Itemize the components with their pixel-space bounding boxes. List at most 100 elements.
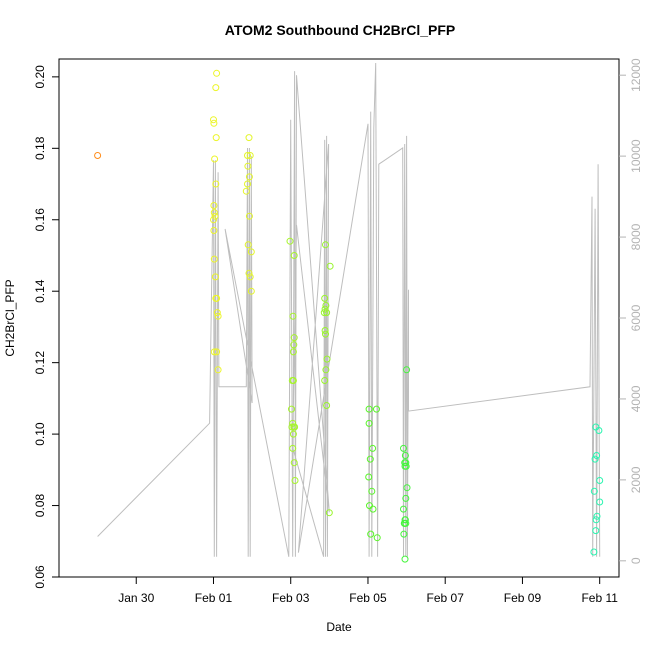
x-tick-label: Feb 11: [581, 591, 618, 605]
x-axis: Jan 30 Feb 01 Feb 03 Feb 05 Feb 07 Feb 09 Feb …: [118, 576, 618, 605]
data-point: [290, 341, 298, 349]
data-point: [210, 209, 218, 217]
data-point: [321, 377, 329, 384]
data-point: [323, 309, 331, 317]
data-point: [247, 248, 255, 256]
data-point: [366, 502, 373, 510]
data-point: [290, 459, 298, 467]
data-point: [320, 309, 328, 317]
data-point: [245, 173, 253, 181]
data-point: [365, 419, 373, 427]
data-point: [290, 334, 298, 342]
data-point: [213, 69, 221, 77]
data-point: [94, 152, 102, 159]
data-point: [210, 116, 217, 124]
y2-tick-label: 6000: [629, 304, 643, 331]
data-point: [210, 119, 218, 127]
data-point: [366, 455, 374, 463]
y-tick-label: 0.12: [33, 351, 47, 375]
data-point: [246, 152, 254, 159]
y2-tick-label: 0: [629, 557, 643, 564]
data-point: [323, 355, 331, 363]
x-axis-label: Date: [326, 620, 352, 634]
data-points-layer: [94, 69, 604, 563]
y-tick-label: 0.14: [33, 279, 47, 303]
data-point: [246, 273, 254, 281]
data-point: [321, 294, 329, 302]
y-tick-label: 0.20: [33, 65, 47, 89]
data-point: [401, 452, 409, 459]
data-point: [401, 555, 409, 563]
y-tick-label: 0.10: [33, 422, 47, 446]
data-point: [211, 212, 219, 220]
data-point: [322, 241, 329, 249]
data-point: [368, 487, 376, 495]
data-point: [365, 405, 373, 413]
data-point: [401, 516, 409, 524]
data-point: [593, 452, 601, 459]
data-point: [590, 487, 598, 495]
data-point: [289, 430, 297, 438]
data-point: [244, 241, 252, 249]
data-point: [369, 444, 377, 452]
data-point: [210, 202, 218, 209]
data-point: [212, 84, 220, 92]
data-point: [402, 459, 410, 467]
data-point: [290, 252, 298, 259]
data-point: [210, 216, 217, 224]
data-point: [212, 180, 220, 188]
data-point: [591, 455, 599, 463]
data-point: [402, 462, 410, 470]
data-point: [242, 187, 250, 195]
y2-tick-label: 4000: [629, 385, 643, 412]
data-point: [367, 530, 375, 538]
data-point: [592, 527, 600, 535]
data-point: [291, 423, 299, 431]
x-tick-label: Feb 01: [195, 591, 233, 605]
data-point: [245, 212, 253, 220]
data-point: [289, 377, 297, 384]
data-point: [214, 312, 222, 320]
y-axis-right: 0 2000 4000 6000 8000 10000 12000: [619, 58, 643, 564]
data-point: [326, 262, 334, 270]
data-point: [373, 405, 380, 413]
data-point: [211, 273, 219, 281]
data-point: [244, 180, 251, 188]
data-point: [210, 255, 218, 263]
data-point: [402, 519, 410, 527]
data-point: [212, 134, 220, 142]
data-point: [210, 227, 218, 234]
y2-tick-label: 12000: [629, 58, 643, 92]
data-point: [593, 512, 601, 520]
data-point: [400, 505, 407, 513]
data-point: [369, 505, 377, 513]
data-point: [245, 269, 253, 277]
x-tick-label: Feb 09: [504, 591, 542, 605]
data-point: [286, 237, 294, 245]
data-point: [592, 516, 600, 524]
y-axis-label: CH2BrCl_PFP: [3, 279, 17, 356]
data-point: [289, 312, 297, 320]
y-tick-label: 0.06: [33, 565, 47, 589]
data-point: [325, 509, 333, 517]
data-point: [322, 302, 330, 309]
data-point: [211, 155, 219, 163]
data-point: [595, 427, 603, 434]
data-point: [288, 423, 296, 431]
data-point: [402, 494, 410, 502]
y2-tick-label: 10000: [629, 139, 643, 173]
y-tick-label: 0.18: [33, 136, 47, 160]
data-point: [291, 477, 299, 484]
data-point: [244, 162, 252, 170]
x-tick-label: Feb 05: [349, 591, 387, 605]
data-point: [245, 134, 253, 142]
data-point: [244, 152, 251, 159]
data-point: [289, 444, 297, 452]
data-point: [289, 348, 297, 356]
data-point: [373, 534, 381, 542]
data-point: [214, 366, 222, 374]
x-tick-label: Jan 30: [118, 591, 154, 605]
data-point: [288, 405, 295, 413]
data-point: [289, 419, 297, 427]
